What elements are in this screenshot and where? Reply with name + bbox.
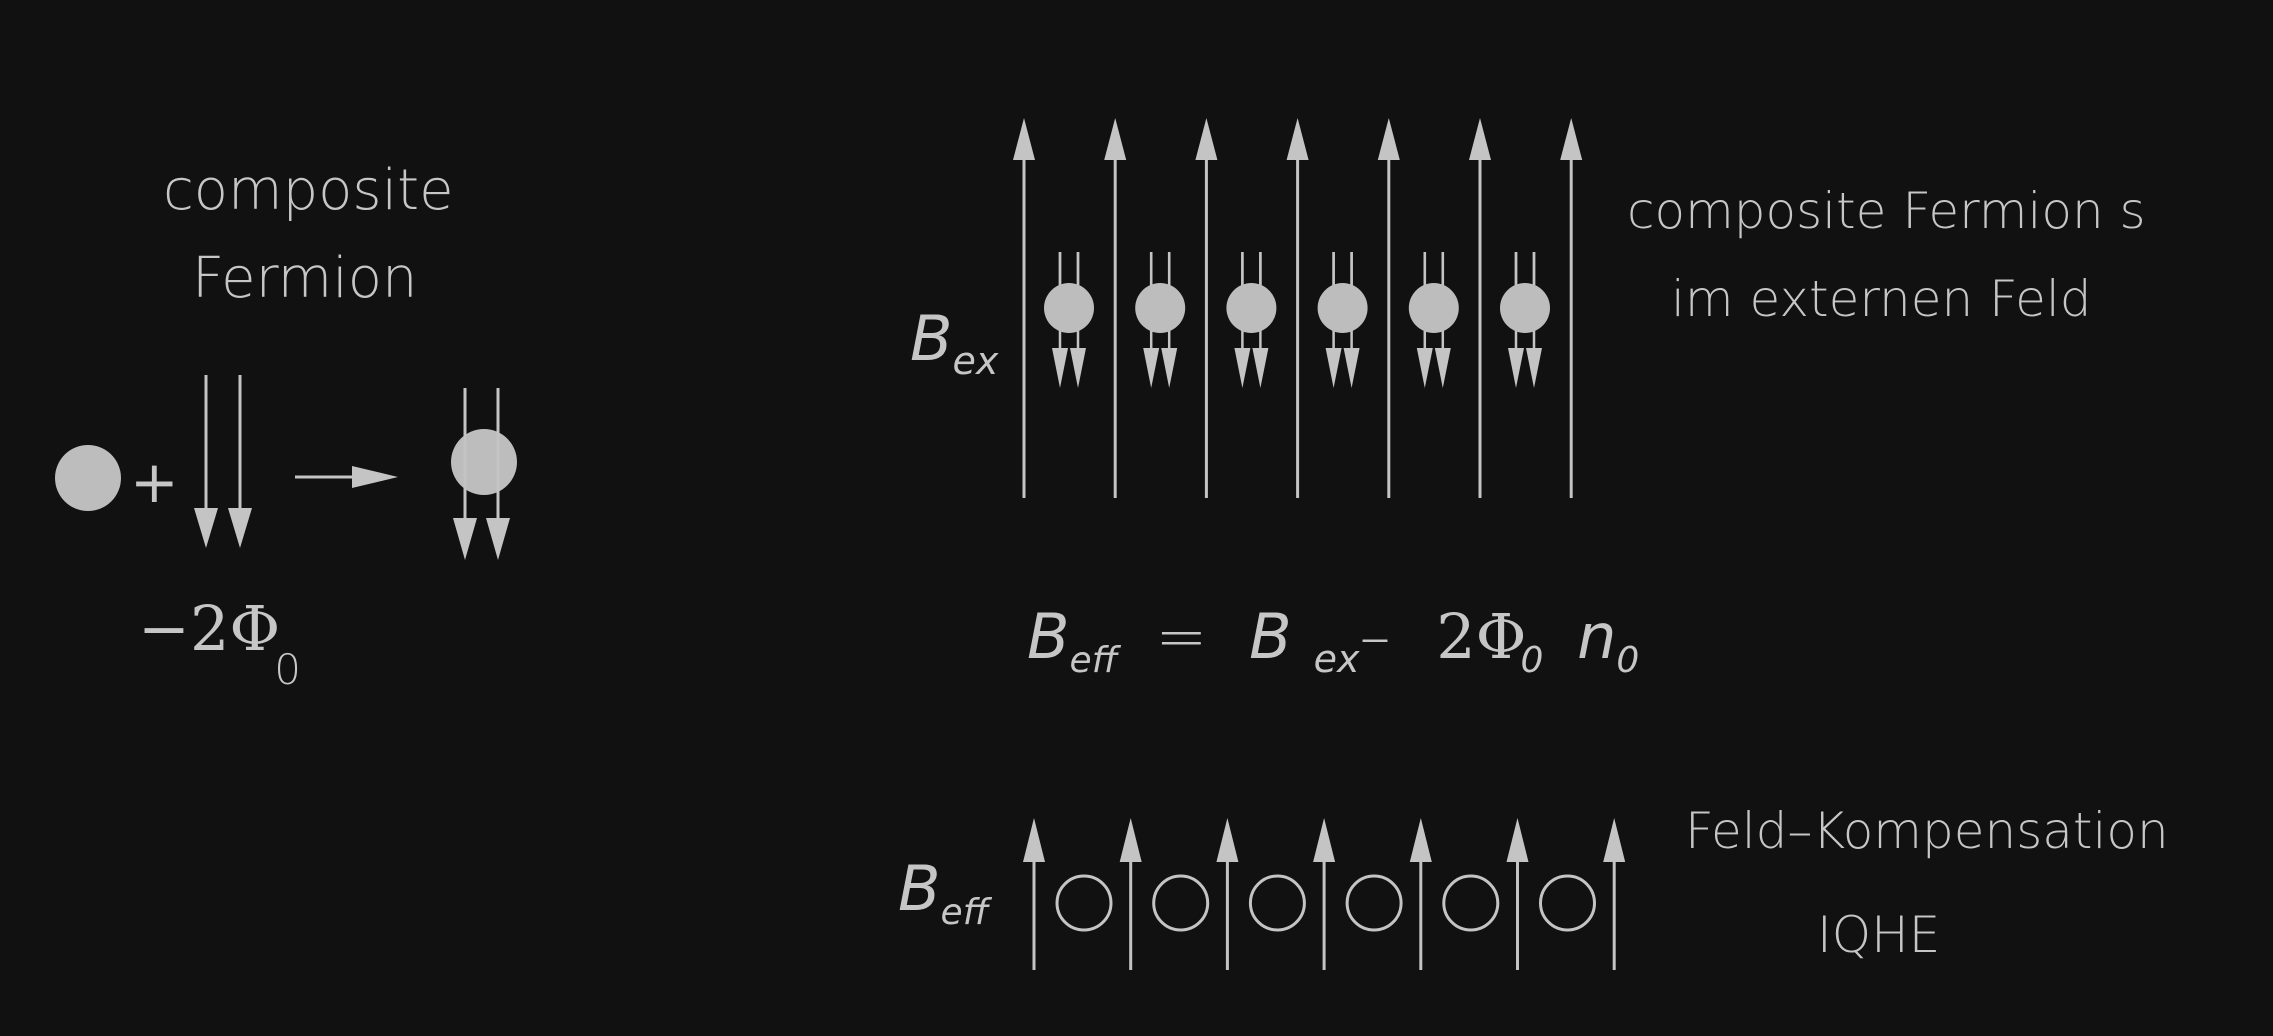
left-title-line2: Fermion <box>192 246 418 311</box>
equation-density-main: n <box>1577 600 1617 673</box>
attached-flux-arrowhead <box>1143 348 1160 388</box>
external-field-arrowhead <box>1560 118 1583 160</box>
flux-arrowhead <box>194 508 218 548</box>
equation-rhs-b-main: B <box>1249 600 1292 673</box>
effective-field-arrowhead <box>1313 818 1336 862</box>
attached-flux-arrowhead <box>486 518 510 560</box>
equation-lhs-sub: eff <box>1069 640 1118 681</box>
top-caption-line2: im externen Feld <box>1671 270 2092 328</box>
attached-flux-arrowhead <box>1052 348 1068 388</box>
composite-fermion-dot <box>1500 283 1550 333</box>
composite-fermion-open-circle <box>1152 874 1210 932</box>
composite-fermion-dot <box>1135 283 1186 333</box>
effective-field-arrowhead <box>1023 818 1045 862</box>
equation-rhs-b-sub: ex <box>1313 637 1360 681</box>
attached-flux-arrowhead <box>1234 348 1251 388</box>
composite-fermion-dot <box>1044 283 1094 333</box>
composite-fermion-open-circle <box>1055 874 1113 932</box>
top-caption-line1: composite Fermion s <box>1627 182 2146 240</box>
bottom-caption-line2: IQHE <box>1817 906 1941 964</box>
external-field-arrowhead <box>1013 118 1035 160</box>
attached-flux-arrowhead <box>1252 348 1269 388</box>
plus-sign: + <box>130 448 179 516</box>
composite-fermion-dot <box>1317 283 1368 333</box>
effective-field-arrowhead <box>1506 818 1529 862</box>
b-ex-sub: ex <box>952 339 999 383</box>
b-eff-label: Beff <box>898 852 989 933</box>
equation-density-sub: 0 <box>1616 640 1640 681</box>
effective-field-arrowhead <box>1603 818 1626 862</box>
composite-fermion-open-circle <box>1442 874 1500 932</box>
electron-dot <box>55 445 121 511</box>
composite-fermion-open-circle <box>1345 874 1403 932</box>
equation-flux-main: 2Φ <box>1436 600 1527 673</box>
reaction-arrow-head <box>352 466 398 488</box>
external-field-arrowhead <box>1195 118 1218 160</box>
equation-equals: = <box>1155 600 1208 673</box>
b-ex-main: B <box>910 302 953 375</box>
bottom-caption-line1: Feld–Kompensation <box>1685 802 2169 860</box>
external-field-arrowhead <box>1469 118 1491 160</box>
effective-field-arrowhead <box>1409 818 1432 862</box>
attached-flux-arrowhead <box>1161 348 1178 388</box>
composite-fermion-open-circle <box>1539 874 1596 932</box>
composite-fermion-dot <box>1408 283 1459 333</box>
left-title-line1: composite <box>163 158 454 223</box>
attached-flux-arrowhead <box>453 518 477 560</box>
composite-fermion-dot <box>451 429 517 495</box>
external-field-arrowhead <box>1286 118 1309 160</box>
external-field-arrowhead <box>1377 118 1400 160</box>
equation-flux-sub: 0 <box>1520 640 1544 681</box>
attached-flux-arrowhead <box>1070 348 1086 388</box>
flux-quantum-main: −2Φ <box>138 592 281 665</box>
external-field-arrowhead <box>1104 118 1127 160</box>
b-eff-sub: eff <box>940 892 989 933</box>
attached-flux-arrowhead <box>1325 348 1342 388</box>
effective-field-arrowhead <box>1119 818 1142 862</box>
equation-lhs-main: B <box>1027 600 1070 673</box>
attached-flux-arrowhead <box>1416 348 1433 388</box>
flux-arrowhead <box>228 508 252 548</box>
attached-flux-arrowhead <box>1434 348 1451 388</box>
equation-minus: – <box>1359 600 1391 673</box>
flux-quantum-sub: 0 <box>274 645 301 694</box>
composite-fermion-dot <box>1226 283 1277 333</box>
effective-field-arrowhead <box>1216 818 1239 862</box>
b-ex-label: Bex <box>910 302 998 383</box>
composite-fermion-open-circle <box>1248 874 1306 932</box>
attached-flux-arrowhead <box>1343 348 1360 388</box>
b-eff-main: B <box>898 852 941 925</box>
attached-flux-arrowhead <box>1508 348 1524 388</box>
attached-flux-arrowhead <box>1526 348 1542 388</box>
flux-quantum-label: −2Φ0 <box>138 592 307 694</box>
